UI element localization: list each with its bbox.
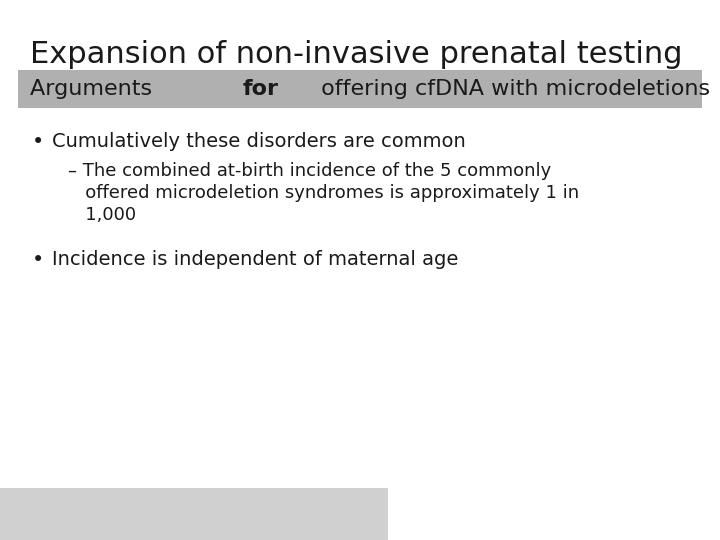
FancyBboxPatch shape (0, 488, 388, 540)
FancyBboxPatch shape (18, 70, 702, 108)
Text: for: for (243, 79, 279, 99)
Text: Cumulatively these disorders are common: Cumulatively these disorders are common (52, 132, 466, 151)
Text: Arguments: Arguments (30, 79, 159, 99)
Text: Incidence is independent of maternal age: Incidence is independent of maternal age (52, 250, 459, 269)
Text: offering cfDNA with microdeletions: offering cfDNA with microdeletions (314, 79, 710, 99)
Text: •: • (32, 132, 44, 152)
Text: 1,000: 1,000 (68, 206, 136, 224)
Text: offered microdeletion syndromes is approximately 1 in: offered microdeletion syndromes is appro… (68, 184, 579, 202)
Text: Expansion of non-invasive prenatal testing: Expansion of non-invasive prenatal testi… (30, 40, 683, 69)
Text: – The combined at-birth incidence of the 5 commonly: – The combined at-birth incidence of the… (68, 162, 552, 180)
Text: •: • (32, 250, 44, 270)
